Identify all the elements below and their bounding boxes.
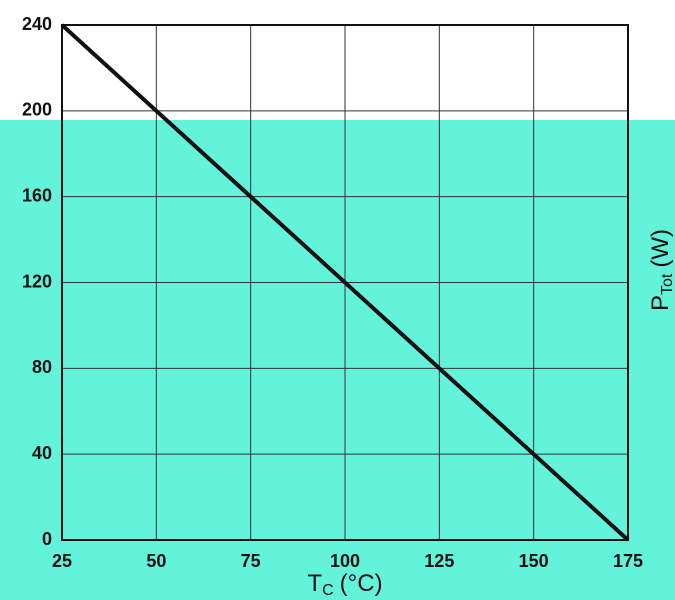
- y-title-subscript: Tot: [659, 273, 675, 295]
- background-band: [0, 120, 675, 600]
- data-line: [60, 23, 630, 542]
- x-tick-label: 175: [613, 551, 643, 571]
- y-tick-label: 240: [22, 14, 52, 34]
- y-title-unit: (W): [647, 229, 674, 268]
- y-tick-label: 0: [42, 529, 52, 549]
- y-tick-label: 120: [22, 271, 52, 291]
- plot-frame: [61, 24, 629, 541]
- y-tick-label: 80: [32, 357, 52, 377]
- x-axis-title: TC (°C): [307, 570, 382, 599]
- x-tick-label: 125: [424, 551, 454, 571]
- x-tick-label: 150: [519, 551, 549, 571]
- y-title-symbol: P: [647, 295, 674, 311]
- y-tick-label: 40: [32, 443, 52, 463]
- y-tick-label: 160: [22, 185, 52, 205]
- x-tick-label: 25: [52, 551, 72, 571]
- y-axis-title: PTot (W): [647, 229, 675, 311]
- y-tick-label: 200: [22, 100, 52, 120]
- x-title-symbol: T: [307, 570, 322, 597]
- plot-area: [60, 23, 630, 542]
- x-tick-label: 50: [146, 551, 166, 571]
- x-title-unit: (°C): [340, 570, 383, 597]
- x-tick-label: 100: [330, 551, 360, 571]
- x-tick-label: 75: [241, 551, 261, 571]
- x-title-subscript: C: [322, 582, 334, 599]
